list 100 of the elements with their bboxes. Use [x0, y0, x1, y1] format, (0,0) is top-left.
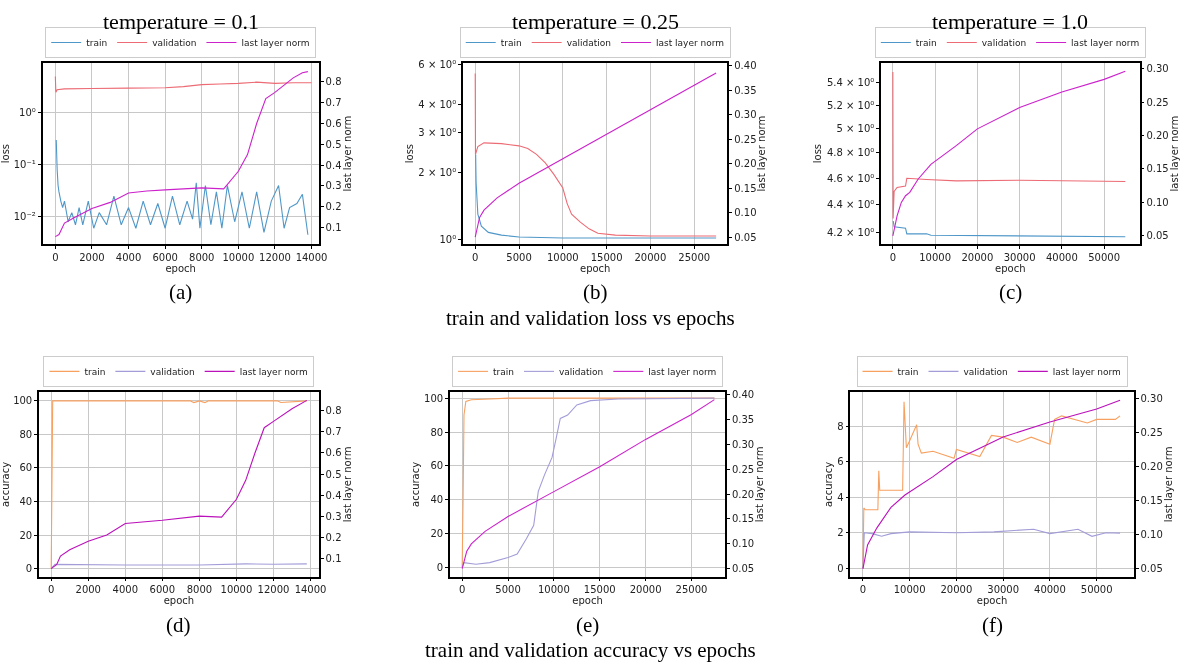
- y-tick-label: 4.6 × 10⁰: [826, 172, 875, 184]
- x-tick-label: 50000: [1088, 251, 1121, 263]
- x-tick-label: 0: [52, 251, 59, 263]
- y2-tick-label: 0.20: [1146, 130, 1169, 142]
- y2-tick-label: 0.25: [731, 463, 755, 475]
- text: (c): [999, 280, 1023, 304]
- y-tick-label: 0: [436, 562, 444, 574]
- y-tick-label: 4.4 × 10⁰: [826, 199, 875, 211]
- x-tick-label: 40000: [1046, 251, 1078, 263]
- x-tick-label: 20000: [940, 584, 973, 596]
- y2-tick-label: 0.10: [1146, 196, 1169, 208]
- y-tick-label: 5.2 × 10⁰: [826, 99, 875, 111]
- y-tick-label: 2: [837, 527, 844, 539]
- y2-tick-label: 0.25: [734, 133, 757, 145]
- chart-title: temperature = 1.0: [932, 9, 1088, 34]
- y-axis-title: loss: [812, 143, 824, 164]
- y2-tick-label: 0.05: [1146, 230, 1169, 242]
- legend-label: last layer norm: [239, 366, 308, 377]
- line-series: [862, 528, 1121, 569]
- y2-tick-label: 0.7: [325, 97, 342, 109]
- x-tick-label: 10000: [546, 251, 579, 263]
- x-tick-label: 14000: [294, 584, 327, 596]
- x-tick-label: 4000: [115, 251, 142, 263]
- x-axis-title: epoch: [572, 595, 603, 607]
- y-axis-title: loss: [0, 143, 11, 164]
- y-tick-label: 0: [25, 563, 33, 575]
- y2-tick-label: 0.1: [325, 552, 342, 564]
- legend-label: train: [897, 366, 919, 377]
- line-series: [55, 139, 309, 236]
- x-tick-label: 8000: [189, 251, 215, 263]
- x-tick-label: 8000: [186, 584, 213, 596]
- y-tick-label: 10⁻¹: [13, 159, 36, 171]
- legend-label: last layer norm: [1071, 38, 1140, 49]
- y-tick-label: 8: [837, 421, 844, 432]
- y2-tick-label: 0.2: [325, 531, 342, 543]
- chart-title: temperature = 0.1: [103, 9, 259, 34]
- x-tick-label: 0: [48, 584, 55, 596]
- y2-tick-label: 0.30: [734, 109, 757, 121]
- y-tick-label: 6 × 10⁰: [418, 59, 457, 71]
- x-tick-label: 15000: [583, 584, 616, 596]
- legend-label: last layer norm: [648, 366, 717, 377]
- y2-tick-label: 0.20: [734, 158, 757, 170]
- x-tick-label: 15000: [590, 251, 623, 263]
- y-tick-label: 10⁰: [19, 107, 36, 119]
- y2-tick-label: 0.35: [734, 84, 757, 96]
- x-tick-label: 20000: [961, 251, 994, 263]
- y-axis-title: accuracy: [822, 461, 834, 507]
- legend-label: train: [84, 366, 106, 377]
- y2-tick-label: 0.4: [325, 489, 342, 501]
- y2-tick-label: 0.15: [1146, 163, 1169, 175]
- y-tick-label: 10⁰: [439, 234, 457, 246]
- x-tick-label: 14000: [295, 251, 328, 263]
- y2-tick-label: 0.30: [1140, 392, 1163, 404]
- x-tick-label: 10000: [222, 251, 255, 263]
- x-tick-label: 25000: [675, 584, 708, 596]
- y2-tick-label: 0.4: [325, 159, 342, 171]
- y2-tick-label: 0.3: [325, 180, 342, 192]
- y2-tick-label: 0.40: [734, 60, 757, 72]
- y-axis-title: accuracy: [0, 461, 11, 507]
- x-tick-label: 12000: [259, 251, 291, 263]
- y2-axis-title: last layer norm: [754, 446, 766, 523]
- y2-axis-title: last layer norm: [341, 446, 353, 523]
- legend-label: validation: [559, 366, 604, 377]
- x-tick-label: 25000: [678, 251, 711, 263]
- y2-tick-label: 0.7: [325, 426, 342, 438]
- y2-tick-label: 0.20: [1140, 460, 1163, 472]
- y-tick-label: 20: [19, 529, 33, 541]
- y2-tick-label: 0.05: [731, 563, 755, 575]
- y2-tick-label: 0.1: [325, 221, 342, 233]
- x-axis-title: epoch: [976, 595, 1008, 607]
- legend-label: train: [86, 38, 108, 49]
- x-tick-label: 10000: [919, 251, 952, 263]
- y2-tick-label: 0.15: [731, 513, 755, 525]
- legend-label: last layer norm: [1052, 366, 1121, 377]
- line-series: [54, 76, 313, 93]
- x-tick-label: 40000: [1034, 584, 1066, 596]
- x-axis-title: epoch: [163, 595, 195, 607]
- legend-label: validation: [963, 366, 1008, 377]
- line-series: [892, 220, 1126, 238]
- y2-axis-title: last layer norm: [341, 115, 353, 192]
- y-tick-label: 4 × 10⁰: [418, 99, 457, 111]
- legend-label: train: [493, 366, 514, 377]
- y2-tick-label: 0.10: [1140, 529, 1163, 541]
- x-tick-label: 20000: [634, 251, 667, 263]
- y-tick-label: 5 × 10⁰: [836, 123, 875, 135]
- y-tick-label: 3 × 10⁰: [418, 127, 457, 139]
- y-tick-label: 80: [19, 428, 33, 440]
- line-series: [475, 153, 717, 239]
- y2-tick-label: 0.30: [731, 438, 755, 450]
- legend-label: train: [500, 38, 522, 49]
- x-tick-label: 0: [889, 251, 897, 263]
- y2-tick-label: 0.05: [1140, 563, 1163, 575]
- y-tick-label: 60: [19, 462, 33, 474]
- text: (a): [169, 280, 193, 304]
- y-tick-label: 40: [430, 494, 444, 506]
- x-tick-label: 10000: [537, 584, 570, 596]
- y-tick-label: 80: [430, 426, 444, 438]
- x-tick-label: 2000: [75, 584, 101, 596]
- y-tick-label: 40: [19, 496, 33, 508]
- legend-label: last layer norm: [655, 38, 725, 49]
